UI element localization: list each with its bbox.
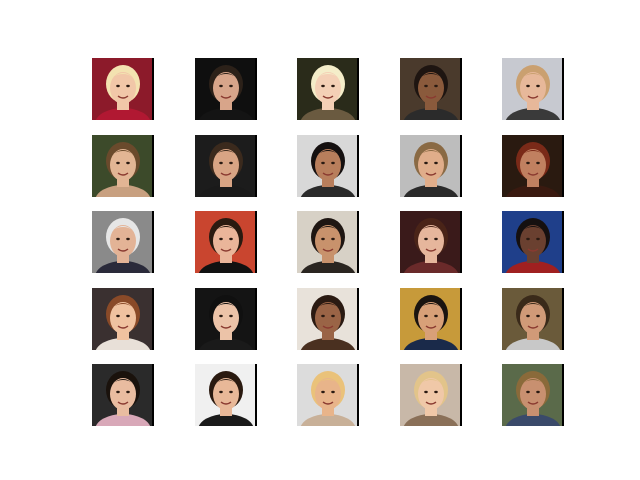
tile-edge	[357, 135, 359, 197]
tile-edge	[152, 58, 154, 120]
face-photo-3-4	[400, 211, 462, 273]
face-photo-3-3	[297, 211, 359, 273]
face-photo-5-3	[297, 364, 359, 426]
tile-edge	[357, 58, 359, 120]
face-photo-1-1	[92, 58, 154, 120]
face-photo-3-2	[195, 211, 257, 273]
tile-edge	[152, 364, 154, 426]
face-photo-5-1	[92, 364, 154, 426]
face-photo-4-5	[502, 288, 564, 350]
tile-edge	[152, 135, 154, 197]
tile-edge	[255, 58, 257, 120]
face-photo-1-4	[400, 58, 462, 120]
face-photo-1-3	[297, 58, 359, 120]
face-photo-1-5	[502, 58, 564, 120]
tile-edge	[152, 211, 154, 273]
face-photo-4-3	[297, 288, 359, 350]
tile-edge	[357, 288, 359, 350]
face-photo-4-4	[400, 288, 462, 350]
face-photo-5-2	[195, 364, 257, 426]
face-photo-2-5	[502, 135, 564, 197]
tile-edge	[255, 135, 257, 197]
face-photo-4-2	[195, 288, 257, 350]
tile-edge	[460, 288, 462, 350]
face-photo-3-5	[502, 211, 564, 273]
tile-edge	[357, 211, 359, 273]
tile-edge	[255, 364, 257, 426]
face-photo-2-4	[400, 135, 462, 197]
face-photo-5-5	[502, 364, 564, 426]
face-photo-2-3	[297, 135, 359, 197]
tile-edge	[562, 288, 564, 350]
face-photo-2-2	[195, 135, 257, 197]
face-photo-2-1	[92, 135, 154, 197]
face-photo-4-1	[92, 288, 154, 350]
face-photo-3-1	[92, 211, 154, 273]
face-photo-5-4	[400, 364, 462, 426]
tile-edge	[460, 364, 462, 426]
face-photo-1-2	[195, 58, 257, 120]
tile-edge	[255, 288, 257, 350]
tile-edge	[562, 211, 564, 273]
tile-edge	[460, 211, 462, 273]
face-image-grid	[92, 58, 564, 426]
tile-edge	[255, 211, 257, 273]
tile-edge	[562, 364, 564, 426]
tile-edge	[460, 58, 462, 120]
tile-edge	[562, 58, 564, 120]
tile-edge	[152, 288, 154, 350]
tile-edge	[357, 364, 359, 426]
tile-edge	[460, 135, 462, 197]
tile-edge	[562, 135, 564, 197]
